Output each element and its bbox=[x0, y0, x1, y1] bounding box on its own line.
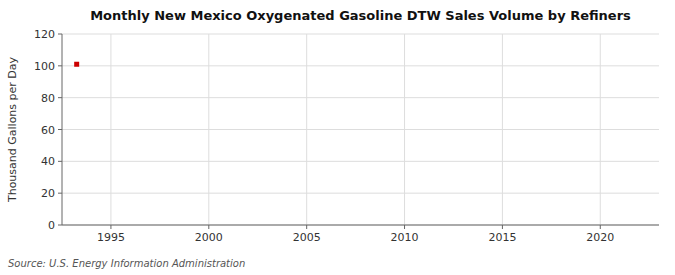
axes: 1995 2000 2005 2010 2015 2020 0 20 40 60 80 100 120 bbox=[34, 28, 659, 244]
grid-line-y bbox=[62, 97, 659, 98]
grid-line-y bbox=[62, 65, 659, 66]
grid-line-y bbox=[62, 193, 659, 194]
y-tick bbox=[58, 129, 62, 130]
x-tick-label: 2000 bbox=[195, 231, 223, 244]
x-tick bbox=[600, 225, 601, 229]
grid-line-y bbox=[62, 34, 659, 35]
data-points bbox=[74, 62, 79, 67]
x-axis-line bbox=[62, 225, 659, 226]
y-tick bbox=[58, 225, 62, 226]
y-axis-label: Thousand Gallons per Day bbox=[6, 56, 19, 203]
y-tick-label: 40 bbox=[41, 155, 55, 168]
x-tick-label: 2005 bbox=[293, 231, 321, 244]
chart-container: 1995 2000 2005 2010 2015 2020 0 20 40 60 80 100 120 T… bbox=[0, 0, 675, 275]
x-tick-label: 2015 bbox=[488, 231, 516, 244]
x-tick-label: 2020 bbox=[586, 231, 614, 244]
y-tick bbox=[58, 193, 62, 194]
grid bbox=[62, 34, 659, 225]
grid-line-x bbox=[110, 34, 111, 225]
chart-svg: 1995 2000 2005 2010 2015 2020 0 20 40 60 80 100 120 T… bbox=[0, 0, 675, 275]
grid-line-y bbox=[62, 129, 659, 130]
grid-line-x bbox=[600, 34, 601, 225]
x-tick bbox=[306, 225, 307, 229]
grid-line-y bbox=[62, 161, 659, 162]
x-tick bbox=[208, 225, 209, 229]
y-tick-label: 80 bbox=[41, 92, 55, 105]
data-point bbox=[74, 62, 79, 67]
x-tick bbox=[110, 225, 111, 229]
grid-line-x bbox=[306, 34, 307, 225]
grid-line-y bbox=[62, 225, 659, 226]
y-tick-label: 100 bbox=[34, 60, 55, 73]
source-annotation: Source: U.S. Energy Information Administ… bbox=[8, 258, 245, 269]
y-tick-label: 120 bbox=[34, 28, 55, 41]
title: Monthly New Mexico Oxygenated Gasoline D… bbox=[90, 8, 631, 23]
y-tick bbox=[58, 97, 62, 98]
grid-line-x bbox=[404, 34, 405, 225]
y-tick bbox=[58, 34, 62, 35]
grid-line-x bbox=[208, 34, 209, 225]
y-tick-label: 0 bbox=[48, 219, 55, 232]
y-tick bbox=[58, 161, 62, 162]
y-tick-label: 20 bbox=[41, 187, 55, 200]
x-tick-label: 2010 bbox=[391, 231, 419, 244]
grid-line-x bbox=[502, 34, 503, 225]
x-tick bbox=[502, 225, 503, 229]
y-tick bbox=[58, 65, 62, 66]
x-tick-label: 1995 bbox=[97, 231, 125, 244]
x-tick bbox=[404, 225, 405, 229]
y-tick-label: 60 bbox=[41, 124, 55, 137]
